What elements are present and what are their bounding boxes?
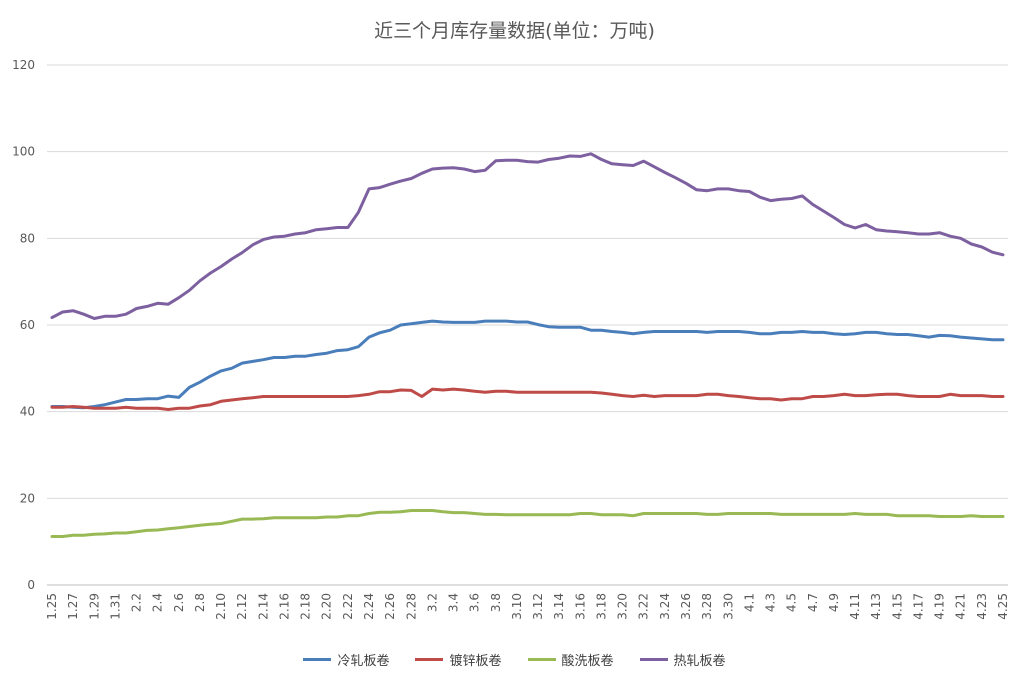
y-tick-label: 100 xyxy=(12,145,35,159)
chart-title: 近三个月库存量数据(单位：万吨) xyxy=(374,20,655,42)
x-tick-label: 3.4 xyxy=(447,593,461,612)
x-tick-label: 2.24 xyxy=(362,593,376,620)
x-tick-label: 4.1 xyxy=(742,593,756,612)
legend-item: 酸洗板卷 xyxy=(527,650,614,669)
x-tick-label: 3.18 xyxy=(594,593,608,620)
x-tick-label: 2.2 xyxy=(130,593,144,612)
series-line xyxy=(50,319,1005,410)
x-tick-label: 2.16 xyxy=(277,593,291,620)
legend-label: 镀锌板卷 xyxy=(449,654,502,669)
x-tick-label: 4.7 xyxy=(806,593,820,612)
x-tick-label: 4.3 xyxy=(764,593,778,612)
x-tick-label: 3.24 xyxy=(658,593,672,620)
x-tick-label: 1.25 xyxy=(45,593,59,620)
x-tick-label: 3.28 xyxy=(700,593,714,620)
x-tick-label: 3.10 xyxy=(510,593,524,620)
series-line xyxy=(50,387,1005,411)
x-tick-label: 2.26 xyxy=(383,593,397,620)
x-tick-label: 4.23 xyxy=(975,593,989,620)
legend-item: 热轧板卷 xyxy=(639,650,726,669)
x-tick-label: 2.28 xyxy=(404,593,418,620)
x-tick-label: 4.17 xyxy=(911,593,925,620)
y-tick-label: 80 xyxy=(20,231,35,245)
y-axis: 0 20 40 60 80 100 120 xyxy=(12,58,35,592)
x-tick-label: 3.16 xyxy=(573,593,587,620)
x-tick-label: 4.21 xyxy=(954,593,968,620)
legend-item: 镀锌板卷 xyxy=(415,650,502,669)
y-tick-label: 0 xyxy=(27,578,35,592)
legend-swatch xyxy=(639,658,668,661)
x-tick-label: 4.15 xyxy=(890,593,904,620)
x-tick-label: 3.2 xyxy=(425,593,439,612)
legend-label: 热轧板卷 xyxy=(673,654,726,669)
x-tick-label: 2.22 xyxy=(341,593,355,620)
x-tick-label: 4.5 xyxy=(785,593,799,612)
x-tick-label: 2.18 xyxy=(299,593,313,620)
x-tick-label: 4.13 xyxy=(869,593,883,620)
x-tick-label: 3.8 xyxy=(489,593,503,612)
x-tick-label: 4.11 xyxy=(848,593,862,620)
legend-label: 冷轧板卷 xyxy=(337,654,390,669)
x-tick-label: 2.6 xyxy=(172,593,186,612)
x-tick-label: 4.9 xyxy=(827,593,841,612)
x-tick-label: 3.20 xyxy=(616,593,630,620)
x-tick-label: 4.25 xyxy=(996,593,1010,620)
x-tick-label: 2.4 xyxy=(151,593,165,612)
x-tick-label: 1.29 xyxy=(87,593,101,620)
gridlines xyxy=(47,64,1008,586)
x-tick-label: 3.6 xyxy=(468,593,482,612)
legend-label: 酸洗板卷 xyxy=(561,654,614,669)
x-tick-label: 3.14 xyxy=(552,593,566,620)
x-tick-label: 3.26 xyxy=(679,593,693,620)
legend-item: 冷轧板卷 xyxy=(303,650,389,669)
x-tick-label: 2.10 xyxy=(214,593,228,620)
x-tick-label: 2.20 xyxy=(320,593,334,620)
x-tick-label: 1.27 xyxy=(66,593,80,620)
line-chart: 0 20 40 60 80 100 120 1.25 1.27 1.29 1.31 2.2 2.4 2.… xyxy=(12,58,1010,620)
y-tick-label: 120 xyxy=(12,58,35,72)
x-tick-label: 1.31 xyxy=(108,593,122,620)
x-tick-label: 4.19 xyxy=(933,593,947,620)
series-line xyxy=(50,152,1005,320)
x-tick-label: 2.12 xyxy=(235,593,249,620)
y-tick-label: 20 xyxy=(20,491,35,505)
x-tick-label: 2.14 xyxy=(256,593,270,620)
x-tick-label: 3.12 xyxy=(531,593,545,620)
legend-swatch xyxy=(527,658,556,661)
x-tick-label: 3.22 xyxy=(637,593,651,620)
series-line xyxy=(50,509,1005,538)
legend: 冷轧板卷 镀锌板卷 酸洗板卷 热轧板卷 xyxy=(0,650,1029,669)
series-lines xyxy=(50,152,1005,538)
x-axis: 1.25 1.27 1.29 1.31 2.2 2.4 2.6 2.8 2.10 2.12 2.14… xyxy=(45,593,1010,620)
x-tick-label: 3.30 xyxy=(721,593,735,620)
legend-swatch xyxy=(415,658,444,661)
y-tick-label: 60 xyxy=(20,318,35,332)
y-tick-label: 40 xyxy=(20,405,35,419)
legend-swatch xyxy=(303,658,332,661)
x-tick-label: 2.8 xyxy=(193,593,207,612)
